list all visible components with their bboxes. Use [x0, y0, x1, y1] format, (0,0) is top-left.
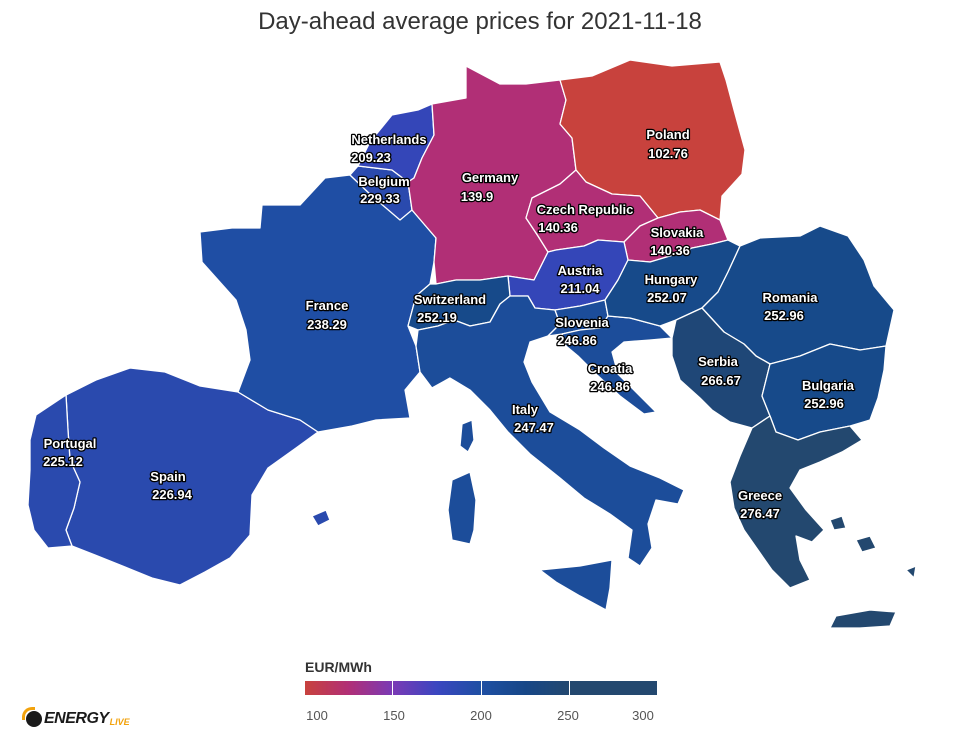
label-poland-value: 102.76: [648, 146, 688, 161]
label-austria-name: Austria: [558, 263, 604, 278]
logo-suffix: LIVE: [109, 717, 130, 727]
label-slovakia-name: Slovakia: [651, 225, 705, 240]
label-portugal-name: Portugal: [44, 436, 97, 451]
energy-live-logo: ENERGY LIVE: [22, 706, 130, 732]
label-netherlands-name: Netherlands: [351, 132, 426, 147]
label-croatia-name: Croatia: [588, 361, 634, 376]
logo-text: ENERGY: [44, 710, 109, 727]
label-bulgaria-name: Bulgaria: [802, 378, 855, 393]
label-serbia-name: Serbia: [698, 354, 739, 369]
legend-tick: 100: [306, 708, 328, 723]
label-hungary-value: 252.07: [647, 290, 687, 305]
balearic-outline: [311, 509, 331, 527]
legend-tick: 200: [470, 708, 492, 723]
label-serbia-value: 266.67: [701, 373, 741, 388]
label-romania-value: 252.96: [764, 308, 804, 323]
label-poland-name: Poland: [646, 127, 689, 142]
label-slovenia-value: 246.86: [557, 333, 597, 348]
label-switzerland-name: Switzerland: [414, 292, 486, 307]
map-title: Day-ahead average prices for 2021-11-18: [258, 8, 702, 35]
label-bulgaria-value: 252.96: [804, 396, 844, 411]
label-greece-name: Greece: [738, 488, 782, 503]
legend-tick: 300: [632, 708, 654, 723]
legend-tick: 150: [383, 708, 405, 723]
europe-map: Poland 102.76 Germany 139.9 Czech Republ…: [27, 59, 917, 629]
label-netherlands-value: 209.23: [351, 150, 391, 165]
label-hungary-name: Hungary: [645, 272, 699, 287]
label-belgium-value: 229.33: [360, 191, 400, 206]
label-romania-name: Romania: [763, 290, 819, 305]
label-czech-republic-name: Czech Republic: [537, 202, 634, 217]
legend-segment: [481, 681, 570, 695]
country-serbia[interactable]: [671, 307, 771, 429]
label-germany-value: 139.9: [461, 189, 494, 204]
label-france-name: France: [306, 298, 349, 313]
legend-color-scale: [305, 681, 657, 695]
country-italy[interactable]: [415, 295, 685, 611]
label-slovenia-name: Slovenia: [555, 315, 609, 330]
legend-tick: 250: [557, 708, 579, 723]
label-spain-value: 226.94: [152, 487, 193, 502]
label-italy-value: 247.47: [514, 420, 554, 435]
label-austria-value: 211.04: [560, 281, 600, 296]
label-spain-name: Spain: [150, 469, 185, 484]
label-czech-republic-value: 140.36: [538, 220, 578, 235]
country-portugal[interactable]: [27, 394, 81, 549]
logo-mark-icon: [22, 707, 42, 727]
label-italy-name: Italy: [512, 402, 539, 417]
label-switzerland-value: 252.19: [417, 310, 457, 325]
label-germany-name: Germany: [462, 170, 519, 185]
label-greece-value: 276.47: [740, 506, 780, 521]
corsica-outline: [459, 419, 475, 453]
legend-segment: [569, 681, 657, 695]
country-labels: Poland 102.76 Germany 139.9 Czech Republ…: [42, 126, 856, 523]
legend-segment: [393, 681, 482, 695]
label-france-value: 238.29: [307, 317, 347, 332]
label-slovakia-value: 140.36: [650, 243, 690, 258]
legend-segment: [305, 681, 394, 695]
country-greece[interactable]: [729, 415, 917, 629]
legend-title: EUR/MWh: [305, 659, 372, 675]
label-croatia-value: 246.86: [590, 379, 630, 394]
label-belgium-name: Belgium: [358, 174, 409, 189]
label-portugal-value: 225.12: [43, 454, 83, 469]
